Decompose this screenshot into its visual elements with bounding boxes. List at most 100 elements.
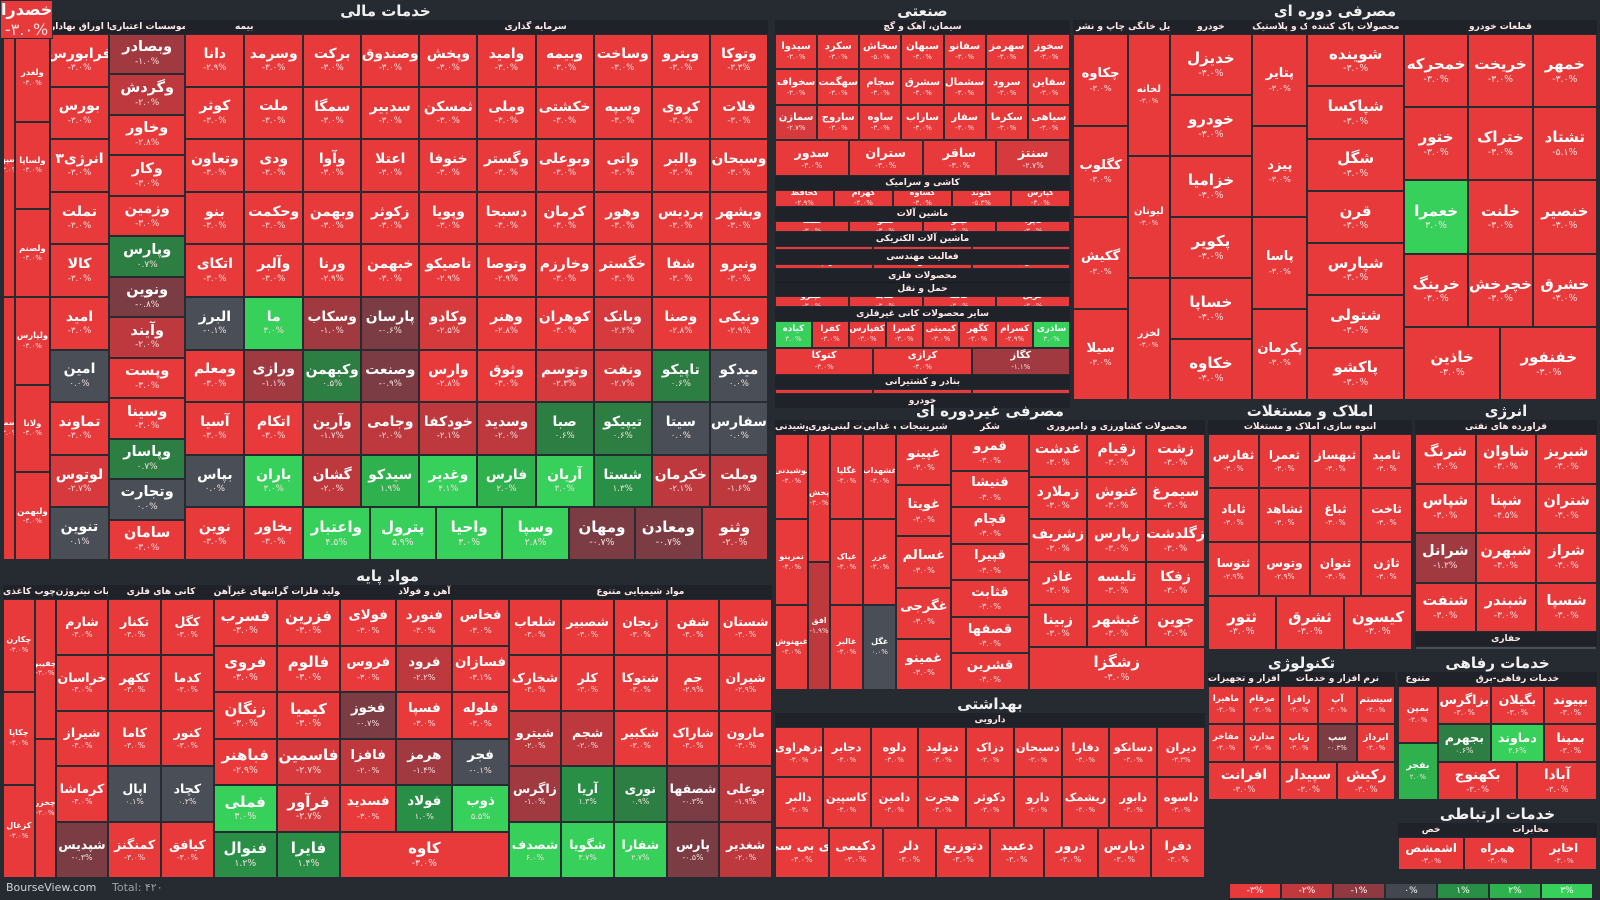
stock-tile[interactable]: قصفها -۳.۰% bbox=[951, 616, 1029, 654]
stock-tile[interactable]: ختور -۳.۰% bbox=[1403, 107, 1469, 181]
stock-tile[interactable]: سبهان -۳.۰% bbox=[901, 34, 944, 70]
stock-tile[interactable]: غشهداب -۳.۰% bbox=[863, 434, 897, 520]
stock-tile[interactable]: درور -۳.۰% bbox=[1043, 827, 1098, 878]
stock-tile[interactable]: خکشتی -۳.۰% bbox=[535, 86, 594, 140]
stock-tile[interactable]: زقیام -۳.۰% bbox=[1087, 434, 1147, 477]
stock-tile[interactable]: مدارن -۳.۰% bbox=[1243, 724, 1280, 762]
stock-tile[interactable]: غپاک -۳.۰% bbox=[830, 519, 864, 605]
stock-tile[interactable]: ومعلم -۳.۰% bbox=[185, 349, 245, 403]
stock-tile[interactable]: ثفارس -۳.۰% bbox=[1208, 434, 1259, 488]
stock-tile[interactable]: فارس ۲.۰% bbox=[477, 454, 536, 508]
stock-tile[interactable]: واحیا ۳.۰% bbox=[435, 507, 503, 560]
stock-tile[interactable]: شصبیر -۳.۰% bbox=[561, 599, 614, 655]
stock-tile[interactable]: شجم -۲.۰% bbox=[561, 710, 614, 767]
stock-tile[interactable]: وزمین -۳.۰% bbox=[108, 195, 186, 237]
stock-tile[interactable]: شپدیس -۰.۳% bbox=[55, 822, 109, 878]
stock-tile[interactable]: دسبحا -۳.۰% bbox=[477, 191, 536, 245]
stock-tile[interactable]: پیزد -۳.۰% bbox=[1252, 125, 1308, 217]
stock-tile[interactable]: آپ -۳.۰% bbox=[1318, 686, 1357, 724]
stock-tile[interactable]: فرابورس -۳.۰% bbox=[50, 34, 109, 87]
stock-tile[interactable]: دامین -۳.۰% bbox=[870, 777, 919, 828]
stock-tile[interactable]: وصنا -۲.۸% bbox=[651, 297, 710, 350]
stock-tile[interactable]: خمحرکه -۳.۰% bbox=[1403, 34, 1469, 108]
stock-tile[interactable]: شارم -۳.۰% bbox=[55, 599, 109, 655]
stock-tile[interactable]: پتایر -۳.۰% bbox=[1252, 34, 1308, 126]
stock-tile[interactable]: فرآور -۲.۷% bbox=[276, 785, 341, 832]
stock-tile[interactable]: وسپه -۳.۰% bbox=[593, 86, 652, 140]
stock-tile[interactable]: سامان -۳.۰% bbox=[108, 519, 186, 560]
stock-tile[interactable]: بمپنا -۳.۰% bbox=[1543, 724, 1597, 762]
stock-tile[interactable]: ثامید -۳.۰% bbox=[1361, 434, 1412, 488]
stock-tile[interactable]: خودرو -۳.۰% bbox=[1169, 95, 1253, 156]
stock-tile[interactable]: ومعادن -۰.۷% bbox=[635, 507, 702, 560]
stock-tile[interactable]: وثوق -۳.۰% bbox=[477, 349, 536, 403]
stock-tile[interactable]: غسالم -۳.۰% bbox=[896, 536, 952, 588]
stock-tile[interactable]: کرمان -۳.۰% bbox=[535, 191, 594, 245]
stock-tile[interactable]: شپاکسا -۳.۰% bbox=[1307, 86, 1404, 139]
stock-tile[interactable]: لبوتان -۳.۰% bbox=[1128, 156, 1170, 278]
stock-tile[interactable]: کیاده ۳.۰% bbox=[775, 320, 812, 348]
stock-tile[interactable]: شبندر -۳.۰% bbox=[1475, 582, 1537, 633]
stock-tile[interactable]: سیاهی -۳.۰% bbox=[1027, 104, 1070, 141]
stock-tile[interactable]: غگرجی -۳.۰% bbox=[896, 587, 952, 639]
stock-tile[interactable]: ساراب -۳.۰% bbox=[901, 104, 944, 141]
stock-tile[interactable]: پکرمان -۳.۰% bbox=[1252, 308, 1308, 400]
stock-tile[interactable]: دکیمی -۳.۰% bbox=[828, 827, 883, 878]
stock-tile[interactable]: وتوصا -۲.۹% bbox=[477, 244, 536, 297]
stock-tile[interactable]: پردیس -۳.۰% bbox=[651, 191, 710, 245]
stock-tile[interactable]: ولغدر -۳.۰% bbox=[14, 34, 51, 122]
stock-tile[interactable]: کاوه -۳.۰% bbox=[340, 831, 509, 878]
stock-tile[interactable]: ساذری ۳.۰% bbox=[1033, 320, 1070, 348]
stock-tile[interactable]: قمرو -۳.۰% bbox=[951, 434, 1029, 471]
stock-tile[interactable]: ونیکی -۲.۹% bbox=[709, 297, 768, 350]
stock-tile[interactable]: ما ۳.۰% bbox=[244, 297, 304, 350]
stock-tile[interactable]: کزغال -۳.۰% bbox=[3, 785, 35, 878]
stock-tile[interactable]: شگویا ۳.۷% bbox=[561, 822, 614, 878]
stock-tile[interactable]: کرماشا -۳.۰% bbox=[55, 766, 109, 823]
stock-tile[interactable]: شخارک -۳.۰% bbox=[508, 654, 562, 711]
stock-tile[interactable]: ولانا -۳.۰% bbox=[14, 384, 51, 473]
stock-tile[interactable]: شستا ۱.۳% bbox=[593, 454, 652, 508]
stock-tile[interactable]: وبانک -۲.۴% bbox=[593, 297, 652, 350]
stock-tile[interactable]: قنیشا -۳.۰% bbox=[951, 470, 1029, 508]
stock-tile[interactable]: تملت -۳.۰% bbox=[50, 191, 109, 245]
stock-tile[interactable]: غگلپا -۳.۰% bbox=[830, 434, 864, 520]
stock-tile[interactable]: ذوب ۵.۵% bbox=[452, 785, 509, 832]
stock-tile[interactable]: ابرداز -۳.۰% bbox=[1356, 724, 1395, 762]
stock-tile[interactable]: شبریز -۳.۰% bbox=[1536, 434, 1597, 484]
stock-tile[interactable]: شیترو -۲.۰% bbox=[508, 710, 562, 767]
stock-tile[interactable]: سهرمز -۳.۰% bbox=[985, 34, 1028, 70]
stock-tile[interactable]: ثاژن -۳.۰% bbox=[1361, 542, 1412, 596]
stock-tile[interactable]: سمازن -۲.۷% bbox=[775, 104, 818, 141]
stock-tile[interactable]: تپکو-۳.۰% bbox=[922, 220, 997, 232]
stock-tile[interactable]: سکرما -۳.۰% bbox=[985, 104, 1028, 141]
stock-tile[interactable]: دتوزیع -۳.۰% bbox=[936, 827, 990, 878]
stock-tile[interactable]: خنوفا -۳.۰% bbox=[419, 139, 478, 192]
stock-tile[interactable]: فنورد -۳.۰% bbox=[396, 599, 453, 646]
stock-tile[interactable]: کیمیا -۳.۰% bbox=[276, 692, 341, 739]
stock-tile[interactable]: پخش -۳.۰% bbox=[808, 434, 831, 562]
stock-tile[interactable]: تشتاد -۵.۱% bbox=[1532, 107, 1597, 181]
stock-tile[interactable]: اتکای -۳.۰% bbox=[185, 244, 245, 297]
stock-tile[interactable]: دعبید -۳.۰% bbox=[990, 827, 1044, 878]
stock-tile[interactable]: کیمیتی -۳.۰% bbox=[922, 320, 960, 348]
stock-tile[interactable]: وبشهر -۳.۰% bbox=[709, 191, 768, 245]
stock-tile[interactable]: اشمشص -۳.۰% bbox=[1398, 837, 1465, 870]
stock-tile[interactable]: دسبحان -۳.۰% bbox=[1013, 727, 1062, 778]
stock-tile[interactable]: بکهنوج -۳.۰% bbox=[1437, 762, 1518, 800]
stock-tile[interactable]: شصدف ۶.۰% bbox=[508, 822, 562, 878]
stock-tile[interactable]: آریا ۱.۳% bbox=[561, 766, 614, 823]
stock-tile[interactable]: زنگان -۳.۰% bbox=[213, 692, 277, 739]
stock-tile[interactable]: وملی -۳.۰% bbox=[477, 86, 536, 140]
stock-tile[interactable]: شرانل -۱.۲% bbox=[1415, 533, 1476, 583]
stock-tile[interactable]: وهنر -۲.۸% bbox=[477, 297, 536, 350]
stock-tile[interactable]: ونفت -۲.۷% bbox=[593, 349, 652, 403]
stock-tile[interactable]: تنوین ۰.۱% bbox=[50, 507, 109, 560]
stock-tile[interactable]: ونوین -۰.۸% bbox=[108, 276, 186, 318]
stock-tile[interactable]: غگل ۰.۰% bbox=[863, 604, 897, 690]
stock-tile[interactable]: کچاد ۰.۲% bbox=[161, 766, 214, 823]
stock-tile[interactable]: فرود -۲.۲% bbox=[396, 645, 453, 692]
stock-tile[interactable]: خلنت -۳.۰% bbox=[1468, 180, 1533, 254]
stock-tile[interactable]: وبیمه -۳.۰% bbox=[535, 34, 594, 87]
